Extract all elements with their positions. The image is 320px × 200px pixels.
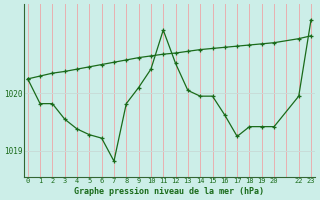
X-axis label: Graphe pression niveau de la mer (hPa): Graphe pression niveau de la mer (hPa): [74, 187, 264, 196]
